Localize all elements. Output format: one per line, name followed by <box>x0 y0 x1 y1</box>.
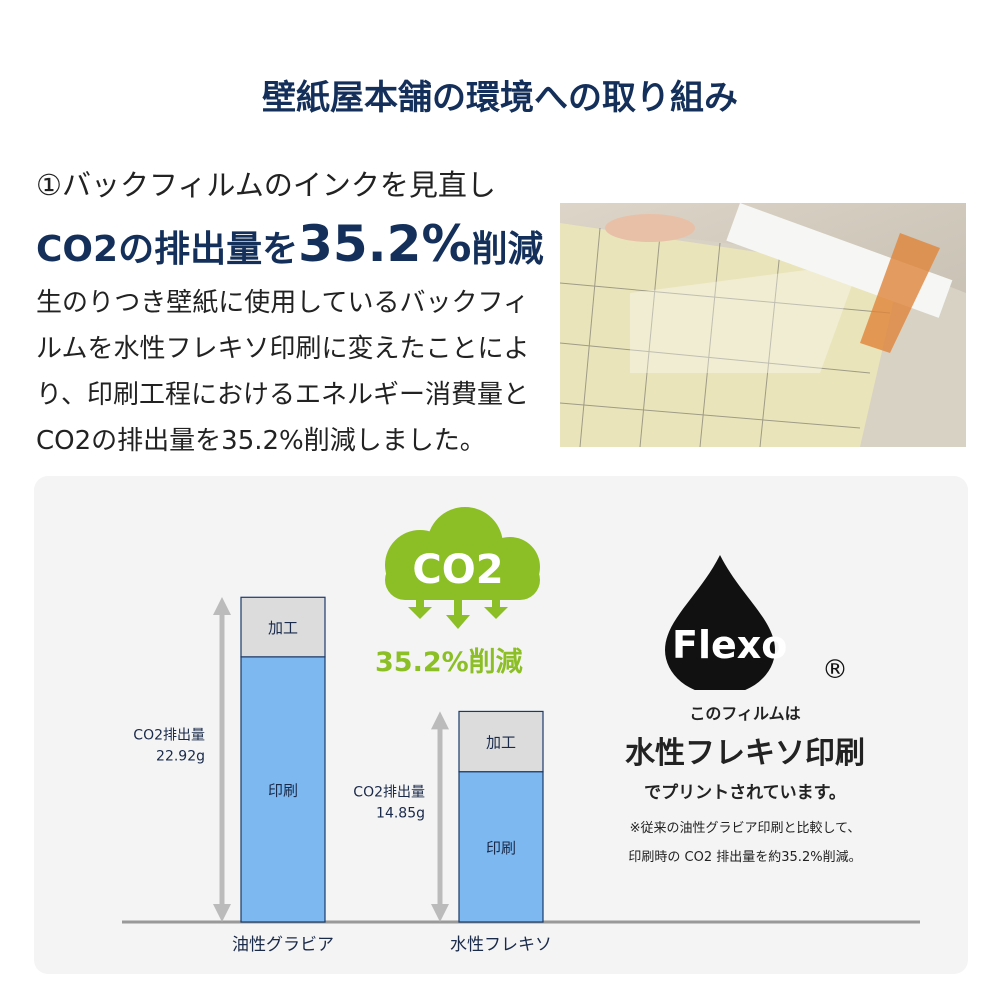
total-label: 14.85g <box>376 806 425 822</box>
film-illustration <box>560 203 966 447</box>
segment-label: 加工 <box>486 734 516 752</box>
total-label: CO2排出量 <box>353 785 425 801</box>
flexo-wordmark: Flexo <box>672 623 787 667</box>
segment-label: 印刷 <box>268 781 298 799</box>
cloud-label: CO2 <box>412 547 503 593</box>
segment-label: 加工 <box>268 619 298 637</box>
arrow-head-down <box>213 904 231 922</box>
total-label: 22.92g <box>156 749 205 765</box>
segment-label: 印刷 <box>486 839 516 857</box>
flexo-line1: このフィルムは <box>689 704 801 723</box>
bar-segment <box>240 596 326 658</box>
co2-cloud: CO2 35.2%削減 <box>370 505 550 678</box>
headline: CO2の排出量を35.2%削減 <box>36 215 544 273</box>
flexo-logo: Flexo ® <box>650 550 860 695</box>
film-photo <box>560 203 966 447</box>
registered-mark: ® <box>822 655 848 685</box>
headline-pre: CO2の排出量を <box>36 229 299 270</box>
bar-segment <box>240 656 326 923</box>
cloud-icon: CO2 <box>385 507 540 629</box>
arrow-head-up <box>431 711 449 730</box>
flexo-note1: ※従来の油性グラビア印刷と比較して、 <box>629 821 861 836</box>
total-label: CO2排出量 <box>133 728 205 744</box>
flexo-note2: 印刷時の CO2 排出量を約35.2%削減。 <box>628 850 862 865</box>
ink-drop-icon: Flexo ® <box>665 555 848 695</box>
flexo-line2: 水性フレキソ印刷 <box>625 736 865 771</box>
category-label: 水性フレキソ <box>450 935 552 955</box>
arrow-head-down <box>431 904 449 922</box>
section-subtitle: ①バックフィルムのインクを見直し <box>36 168 496 202</box>
bar-segment <box>458 771 544 923</box>
flexo-line3: でプリントされています。 <box>644 783 846 803</box>
category-label: 油性グラビア <box>232 935 334 955</box>
section-body: 生のりつき壁紙に使用しているバックフィルムを水性フレキソ印刷に変えたことにより、… <box>36 288 530 456</box>
bar-segment <box>458 710 544 773</box>
page-title: 壁紙屋本舗の環境への取り組み <box>262 78 738 118</box>
arrow-head-up <box>213 597 231 615</box>
flexo-description: このフィルムは 水性フレキソ印刷 でプリントされています。 ※従来の油性グラビア… <box>570 700 920 865</box>
headline-post: 削減 <box>471 229 544 270</box>
headline-value: 35.2% <box>298 215 472 273</box>
reduction-label: 35.2%削減 <box>375 647 523 678</box>
